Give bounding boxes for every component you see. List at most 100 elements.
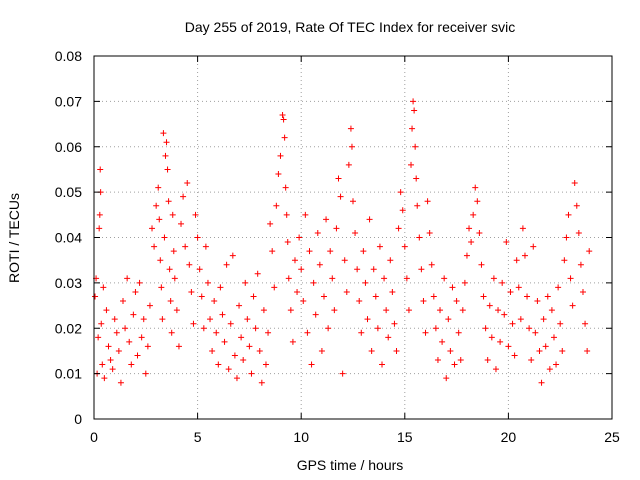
data-point (408, 161, 415, 168)
data-point (526, 325, 533, 332)
data-point (188, 288, 195, 295)
data-point (244, 316, 251, 323)
data-point (383, 307, 390, 314)
y-tick-label: 0.02 (55, 320, 82, 336)
data-point (248, 370, 255, 377)
data-point (348, 143, 355, 150)
data-point (569, 302, 576, 309)
data-point (287, 307, 294, 314)
data-point (219, 311, 226, 318)
data-point (509, 320, 516, 327)
data-point (300, 298, 307, 305)
data-point (459, 307, 466, 314)
data-point (530, 243, 537, 250)
data-point (420, 298, 427, 305)
data-point (173, 307, 180, 314)
data-point (555, 284, 562, 291)
data-point (409, 125, 416, 132)
data-point (281, 134, 288, 141)
data-point (291, 257, 298, 264)
plot-frame (93, 55, 613, 420)
x-tick-label: 15 (397, 429, 413, 445)
data-point (221, 338, 228, 345)
data-point (426, 229, 433, 236)
data-point (100, 284, 107, 291)
data-point (242, 279, 249, 286)
data-point (571, 180, 578, 187)
data-point (171, 275, 178, 282)
data-point (250, 293, 257, 300)
data-point (126, 338, 133, 345)
data-point (285, 275, 292, 282)
data-point (325, 325, 332, 332)
data-point (96, 211, 103, 218)
data-point (389, 288, 396, 295)
data-point (196, 266, 203, 273)
data-point (92, 293, 99, 300)
data-point (364, 316, 371, 323)
data-point (557, 320, 564, 327)
data-point (379, 361, 386, 368)
data-point (304, 329, 311, 336)
y-tick-label: 0 (74, 411, 82, 427)
data-point (544, 293, 551, 300)
y-axis-label: ROTI / TECUs (6, 193, 22, 283)
data-point (501, 311, 508, 318)
data-point (401, 243, 408, 250)
data-point (165, 198, 172, 205)
x-axis-label: GPS time / hours (297, 457, 404, 473)
data-point (105, 343, 112, 350)
data-point (260, 307, 267, 314)
data-point (424, 198, 431, 205)
data-point (461, 279, 468, 286)
data-point (515, 284, 522, 291)
data-point (254, 270, 261, 277)
data-point (548, 307, 555, 314)
chart-title: Day 255 of 2019, Rate Of TEC Index for r… (185, 19, 515, 35)
data-point (399, 207, 406, 214)
data-point (122, 325, 129, 332)
data-point (163, 139, 170, 146)
data-point (166, 266, 173, 273)
data-point (432, 325, 439, 332)
data-point (204, 279, 211, 286)
data-point (418, 266, 425, 273)
data-point (213, 329, 220, 336)
data-point (138, 334, 145, 341)
data-point (225, 366, 232, 373)
data-point (534, 298, 541, 305)
data-point (162, 152, 169, 159)
data-point (95, 334, 102, 341)
data-point (505, 343, 512, 350)
data-point (366, 216, 373, 223)
y-tick-label: 0.04 (55, 230, 82, 246)
data-point (209, 347, 216, 354)
data-point (519, 225, 526, 232)
data-point (312, 311, 319, 318)
data-point (484, 357, 491, 364)
data-point (358, 329, 365, 336)
data-point (160, 130, 167, 137)
data-point (528, 357, 535, 364)
data-point (277, 152, 284, 159)
data-point (236, 302, 243, 309)
data-point (488, 334, 495, 341)
data-point (538, 379, 545, 386)
data-point (200, 325, 207, 332)
data-point (120, 298, 127, 305)
data-point (476, 229, 483, 236)
x-tick-label: 5 (194, 429, 202, 445)
data-point (158, 284, 165, 291)
data-point (298, 266, 305, 273)
y-tick-label: 0.03 (55, 275, 82, 291)
data-point (532, 329, 539, 336)
data-point (323, 216, 330, 223)
data-point (329, 275, 336, 282)
data-point (96, 225, 103, 232)
data-point (170, 248, 177, 255)
data-point (577, 261, 584, 268)
data-point (492, 366, 499, 373)
data-point (368, 347, 375, 354)
data-point (180, 193, 187, 200)
